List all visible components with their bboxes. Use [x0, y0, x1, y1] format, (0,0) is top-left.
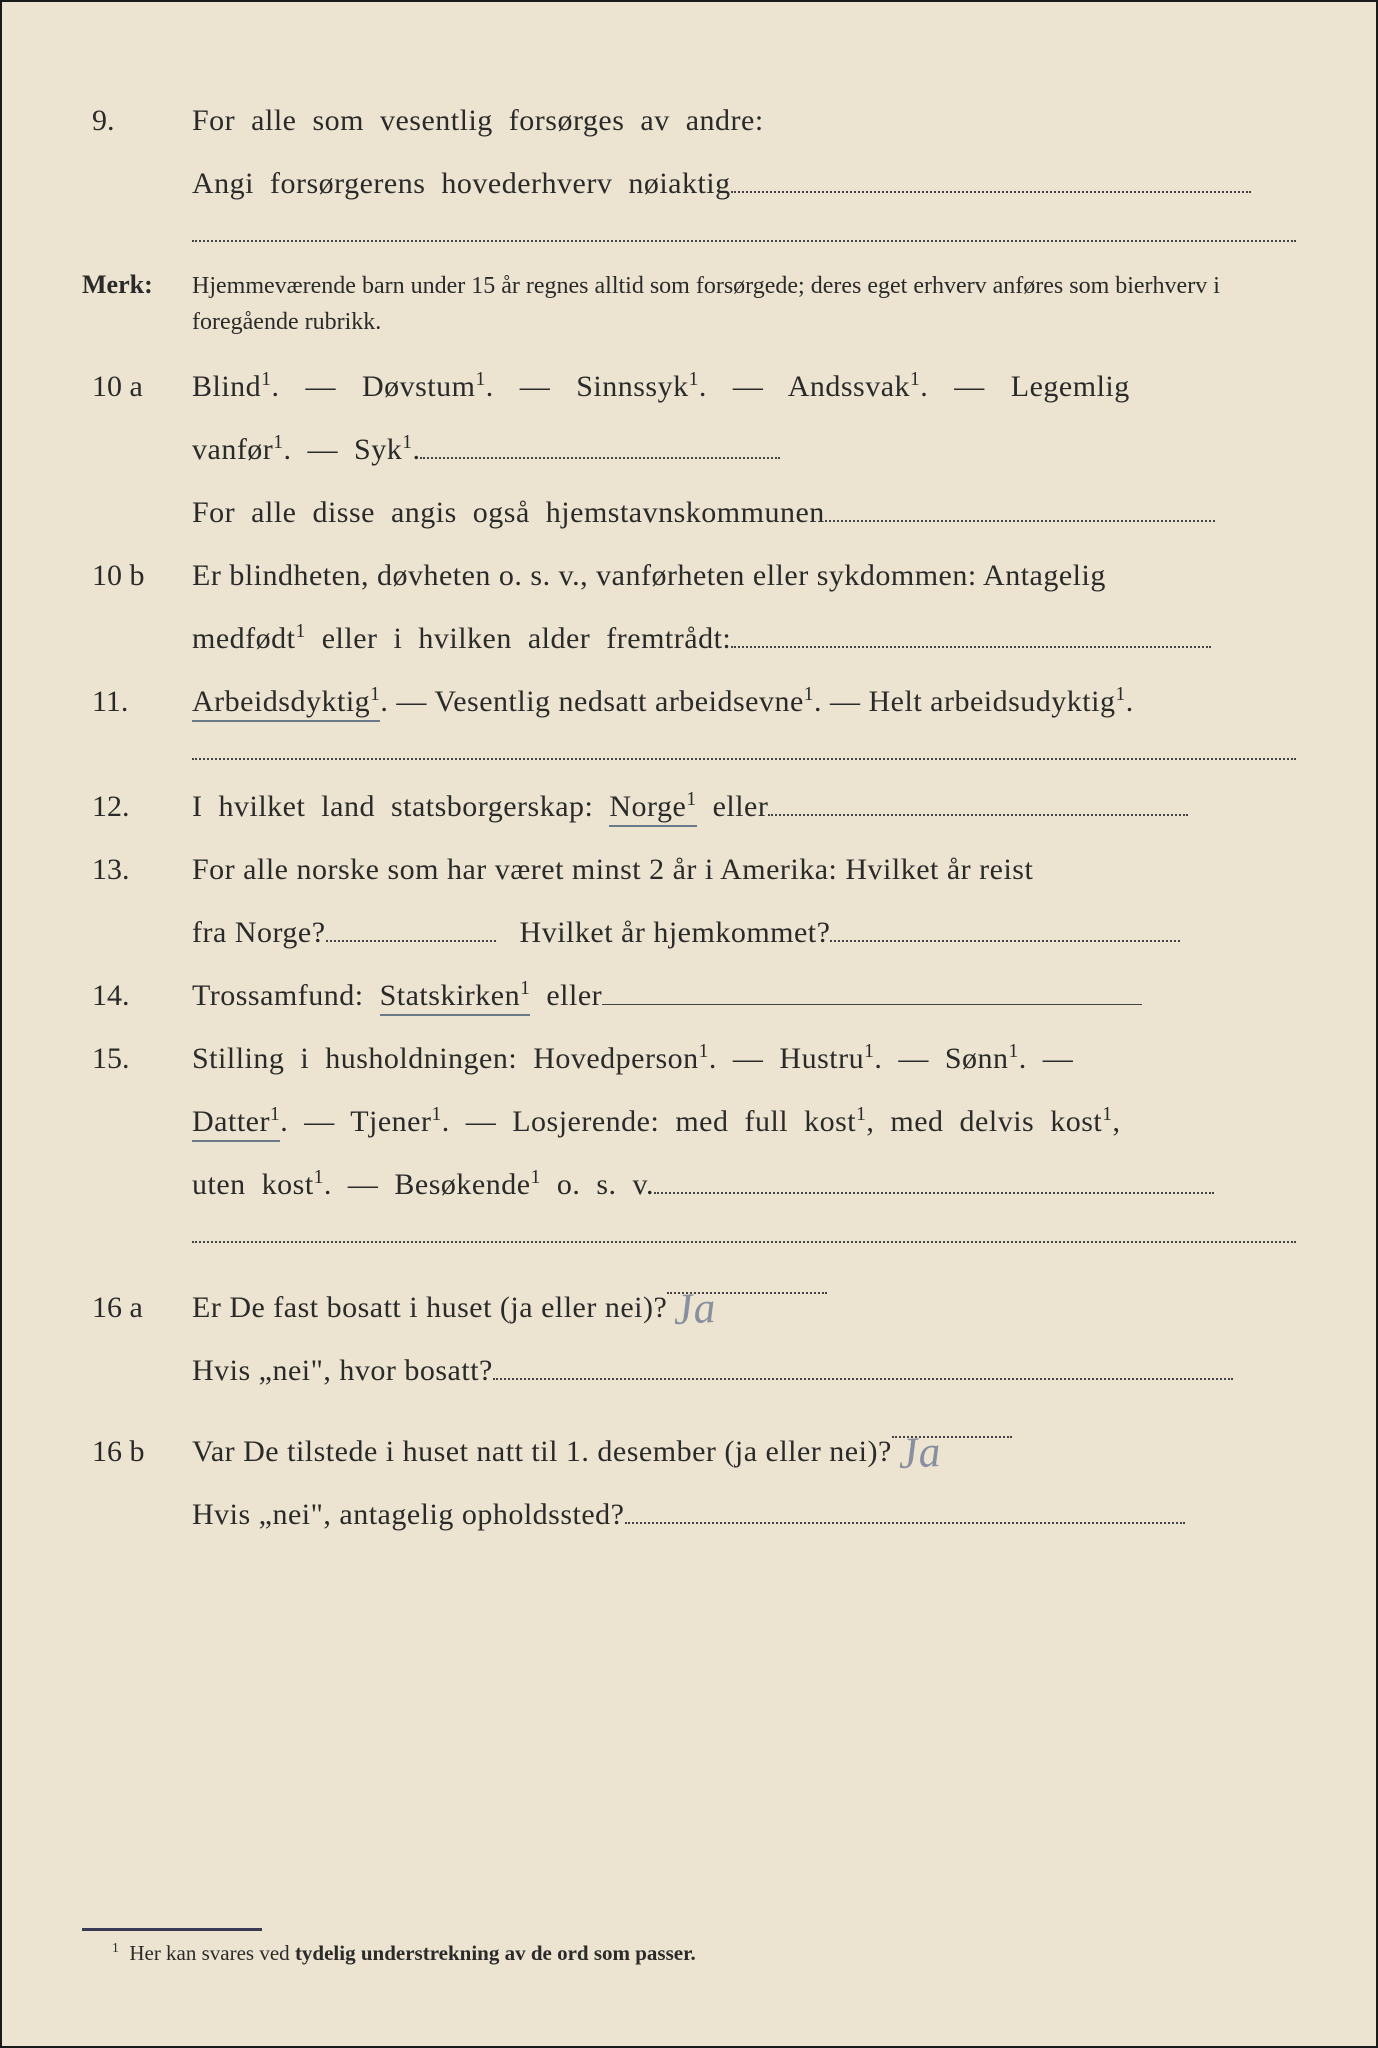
- q9-line2: Angi forsørgerens hovederhverv nøiaktig: [192, 155, 1296, 212]
- q10a-row2: vanfør1. — Syk1.: [82, 421, 1296, 478]
- footnote-text-a: Her kan svares ved: [129, 1941, 295, 1965]
- q16a-number: 16 a: [82, 1279, 192, 1336]
- q13-blank2[interactable]: [830, 909, 1180, 942]
- q13-number: 13.: [82, 841, 192, 898]
- q11-arbeidsdyktig[interactable]: Arbeidsdyktig1: [192, 685, 380, 722]
- q10b-line2: medfødt1 eller i hvilken alder fremtrådt…: [192, 610, 1296, 667]
- q16a-line2: Hvis „nei", hvor bosatt?: [192, 1342, 1296, 1399]
- q14-line: Trossamfund: Statskirken1 eller: [192, 967, 1296, 1024]
- q15-row3: uten kost1. — Besøkende1 o. s. v.: [82, 1156, 1296, 1213]
- q10a-blank1[interactable]: [420, 426, 780, 459]
- q14-row: 14. Trossamfund: Statskirken1 eller: [82, 967, 1296, 1024]
- q14-number: 14.: [82, 967, 192, 1024]
- q13-row2: fra Norge? Hvilket år hjemkommet?: [82, 904, 1296, 961]
- q10b-row2: medfødt1 eller i hvilken alder fremtrådt…: [82, 610, 1296, 667]
- q16b-line2: Hvis „nei", antagelig opholdssted?: [192, 1486, 1296, 1543]
- q16b-answer-blank[interactable]: Ja: [892, 1405, 1012, 1438]
- q10a-line1: Blind1. — Døvstum1. — Sinnssyk1. — Andss…: [192, 358, 1296, 415]
- q10b-row1: 10 b Er blindheten, døvheten o. s. v., v…: [82, 547, 1296, 604]
- q16a-line1: Er De fast bosatt i huset (ja eller nei)…: [192, 1261, 1296, 1336]
- q16b-number: 16 b: [82, 1423, 192, 1480]
- q15-line2: Datter1. — Tjener1. — Losjerende: med fu…: [192, 1093, 1296, 1150]
- q9-line1: For alle som vesentlig forsørges av andr…: [192, 92, 1296, 149]
- q15-line3: uten kost1. — Besøkende1 o. s. v.: [192, 1156, 1296, 1213]
- q11-row: 11. Arbeidsdyktig1. — Vesentlig nedsatt …: [82, 673, 1296, 730]
- q12-blank[interactable]: [768, 783, 1188, 816]
- q10b-blank[interactable]: [731, 615, 1211, 648]
- q13-line1: For alle norske som har været minst 2 år…: [192, 841, 1296, 898]
- q14-blank[interactable]: [602, 972, 1142, 1005]
- q15-blank[interactable]: [654, 1161, 1214, 1194]
- q16a-row1: 16 a Er De fast bosatt i huset (ja eller…: [82, 1261, 1296, 1336]
- merk-label: Merk:: [82, 260, 192, 309]
- footnote-text-b: tydelig understrekning av de ord som pas…: [295, 1941, 696, 1965]
- q12-row: 12. I hvilket land statsborgerskap: Norg…: [82, 778, 1296, 835]
- q15-line1: Stilling i husholdningen: Hovedperson1. …: [192, 1030, 1296, 1087]
- q15-row2: Datter1. — Tjener1. — Losjerende: med fu…: [82, 1093, 1296, 1150]
- q10a-row3: For alle disse angis også hjemstavnskomm…: [82, 484, 1296, 541]
- q13-blank1[interactable]: [326, 909, 496, 942]
- census-form-page: 9. For alle som vesentlig forsørges av a…: [0, 0, 1378, 2048]
- q13-row1: 13. For alle norske som har været minst …: [82, 841, 1296, 898]
- q12-line: I hvilket land statsborgerskap: Norge1 e…: [192, 778, 1296, 835]
- q9-row1: 9. For alle som vesentlig forsørges av a…: [82, 92, 1296, 149]
- merk-text: Hjemmeværende barn under 15 år regnes al…: [192, 268, 1296, 340]
- q14-statskirken[interactable]: Statskirken1: [380, 979, 531, 1016]
- q15-datter[interactable]: Datter1: [192, 1105, 280, 1142]
- q9-blank[interactable]: [731, 160, 1251, 193]
- q16a-blank2[interactable]: [493, 1347, 1233, 1380]
- q16a-answer-blank[interactable]: Ja: [667, 1261, 827, 1294]
- q16b-row2: Hvis „nei", antagelig opholdssted?: [82, 1486, 1296, 1543]
- q9-row2: Angi forsørgerens hovederhverv nøiaktig: [82, 155, 1296, 212]
- q10a-blank2[interactable]: [825, 489, 1215, 522]
- q12-norge[interactable]: Norge1: [609, 790, 696, 827]
- footnote-mark: 1: [112, 1940, 119, 1955]
- q15-number: 15.: [82, 1030, 192, 1087]
- q10a-row1: 10 a Blind1. — Døvstum1. — Sinnssyk1. — …: [82, 358, 1296, 415]
- q10a-number: 10 a: [82, 358, 192, 415]
- divider-1: [192, 240, 1296, 242]
- q9-number: 9.: [82, 92, 192, 149]
- divider-3: [192, 1241, 1296, 1243]
- divider-2: [192, 758, 1296, 760]
- q11-line: Arbeidsdyktig1. — Vesentlig nedsatt arbe…: [192, 673, 1296, 730]
- q16b-answer: Ja: [896, 1410, 943, 1496]
- q16a-answer: Ja: [671, 1266, 718, 1352]
- q15-row1: 15. Stilling i husholdningen: Hovedperso…: [82, 1030, 1296, 1087]
- q9-line2-text: Angi forsørgerens hovederhverv nøiaktig: [192, 167, 731, 200]
- q16b-row1: 16 b Var De tilstede i huset natt til 1.…: [82, 1405, 1296, 1480]
- q16b-blank2[interactable]: [625, 1491, 1185, 1524]
- q10a-line2: vanfør1. — Syk1.: [192, 421, 1296, 478]
- q10b-number: 10 b: [82, 547, 192, 604]
- merk-row: Merk: Hjemmeværende barn under 15 år reg…: [82, 260, 1296, 340]
- footnote: 1 Her kan svares ved tydelig understrekn…: [112, 1940, 696, 1966]
- q10b-line1: Er blindheten, døvheten o. s. v., vanfør…: [192, 547, 1296, 604]
- q10a-line3: For alle disse angis også hjemstavnskomm…: [192, 484, 1296, 541]
- footnote-rule: [82, 1928, 262, 1931]
- q16b-line1: Var De tilstede i huset natt til 1. dese…: [192, 1405, 1296, 1480]
- q13-line2: fra Norge? Hvilket år hjemkommet?: [192, 904, 1296, 961]
- q12-number: 12.: [82, 778, 192, 835]
- q11-number: 11.: [82, 673, 192, 730]
